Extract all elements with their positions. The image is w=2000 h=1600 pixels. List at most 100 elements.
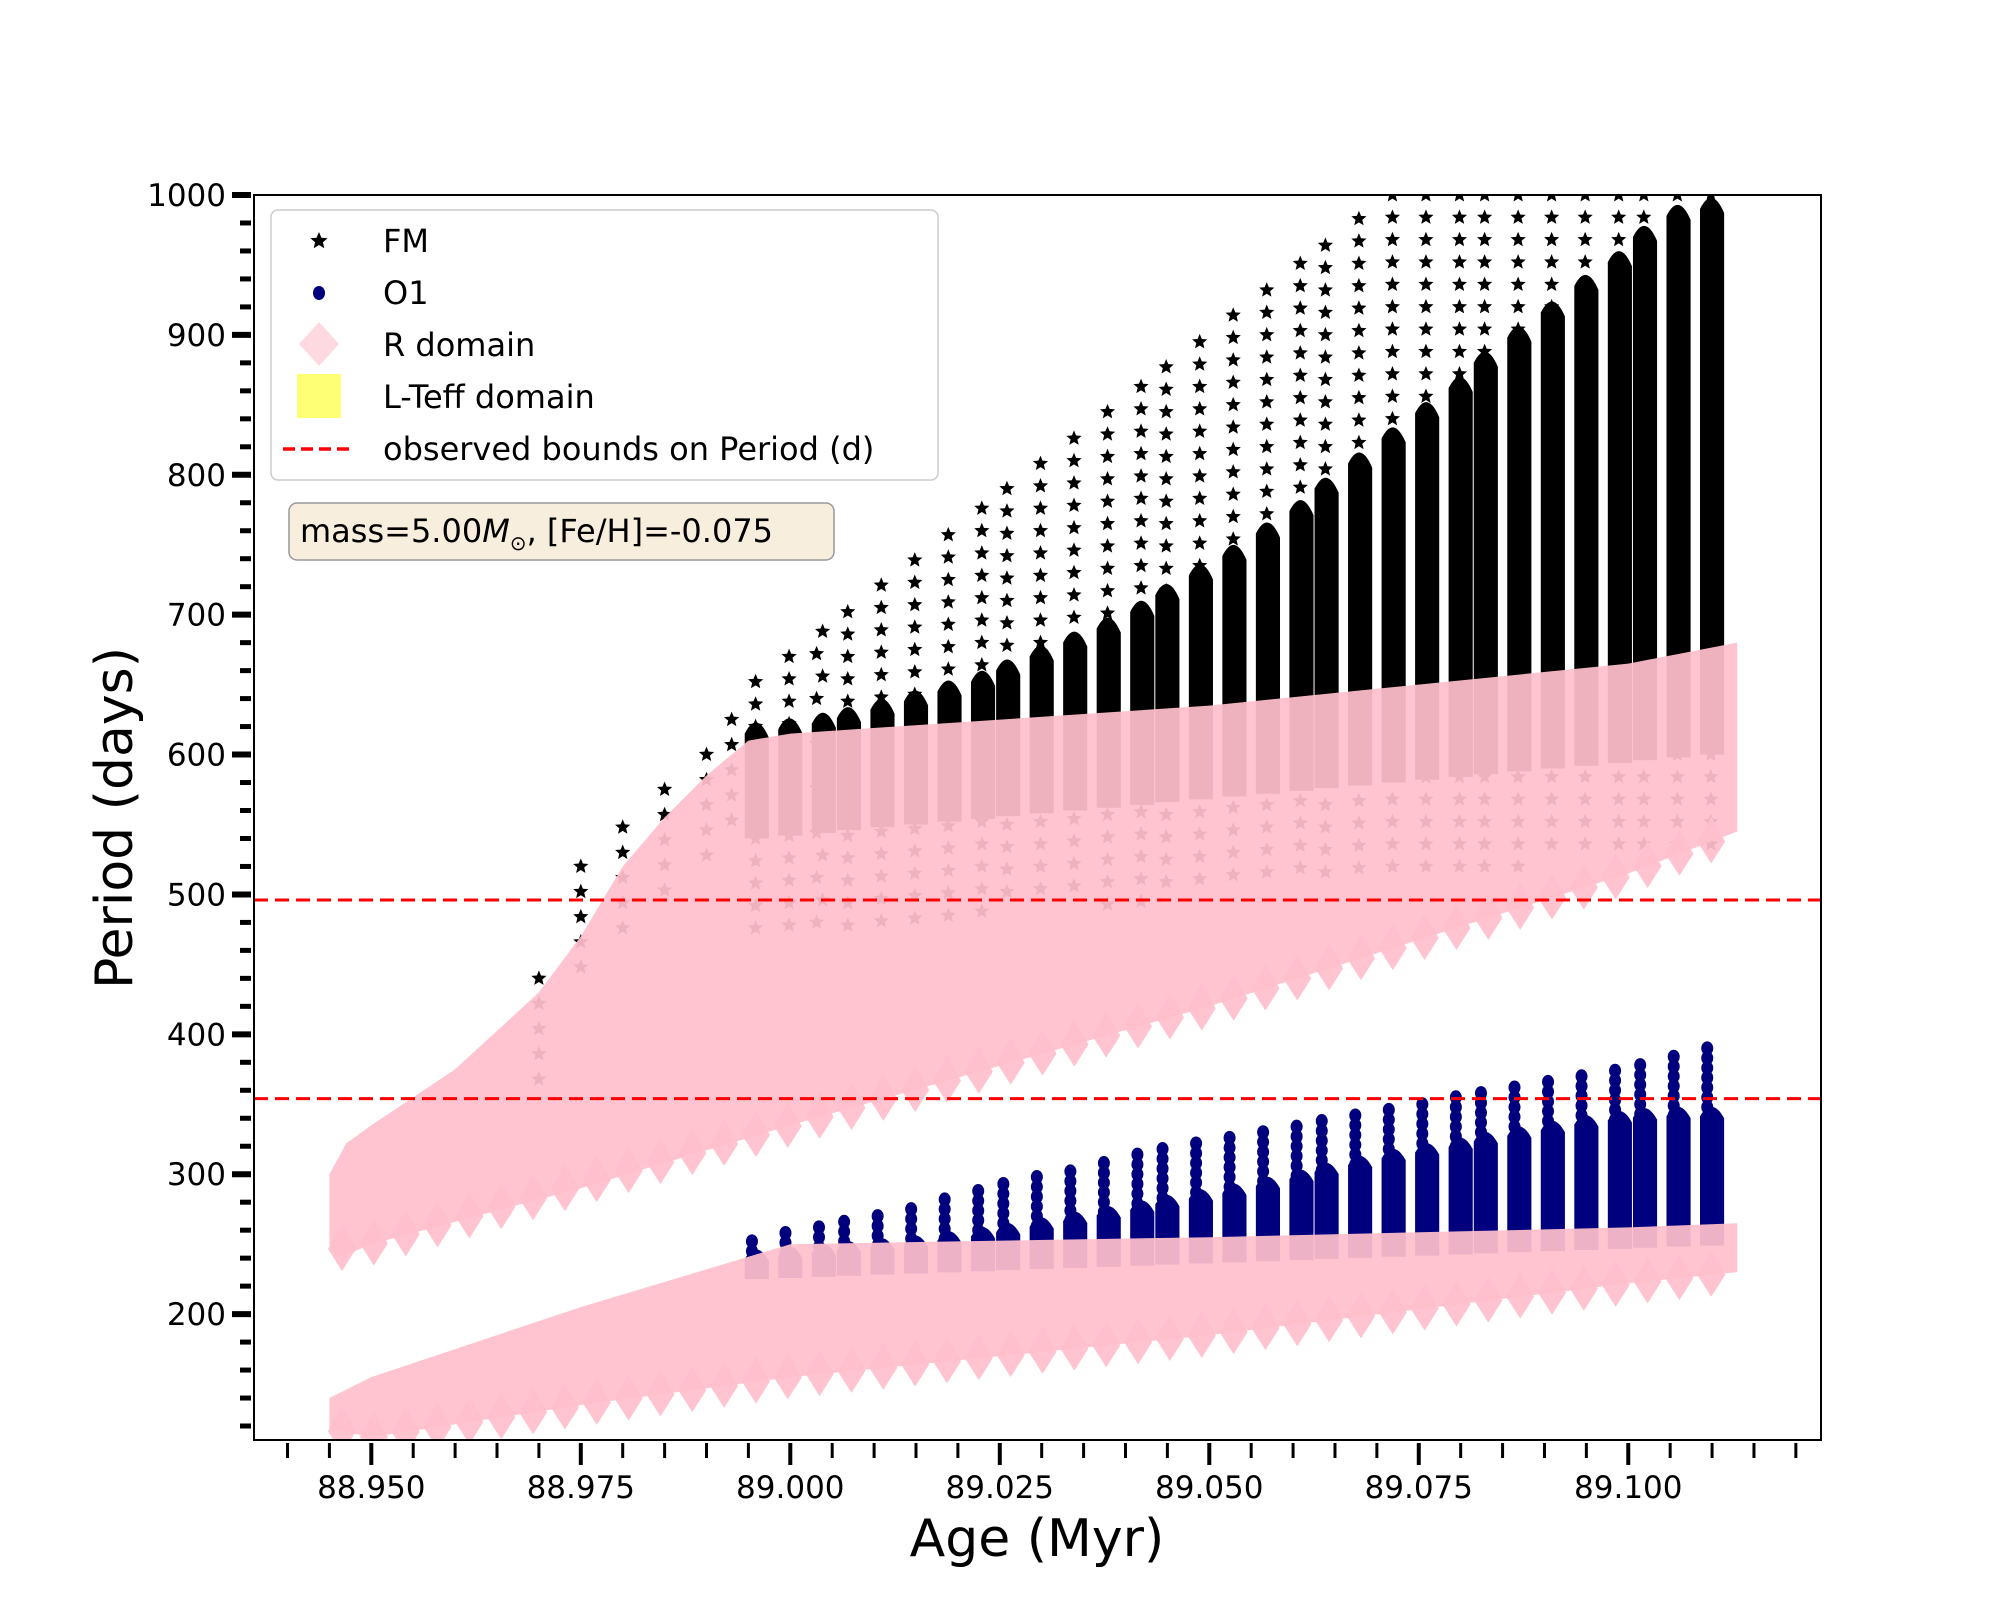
fm-star-point bbox=[1259, 617, 1275, 633]
fm-star-point bbox=[974, 679, 990, 694]
fm-star-point bbox=[1066, 587, 1082, 602]
fm-star-point bbox=[1418, 477, 1434, 493]
fm-star-point bbox=[1158, 672, 1174, 687]
fm-star-point bbox=[1477, 231, 1493, 247]
y-tick-label: 1000 bbox=[147, 178, 226, 214]
o1-point bbox=[1609, 1102, 1622, 1117]
fm-star-point bbox=[1133, 378, 1149, 394]
fm-star-point bbox=[1611, 410, 1627, 426]
legend-star-icon bbox=[310, 232, 328, 249]
r-domain-diamond bbox=[1697, 816, 1726, 864]
fm-star-point bbox=[1577, 209, 1593, 224]
observed-bounds bbox=[254, 898, 1821, 1101]
fm-star-point bbox=[940, 594, 956, 609]
fm-star-point bbox=[1292, 568, 1308, 584]
fm-star-point bbox=[1510, 567, 1526, 582]
fm-star-point bbox=[1421, 195, 1431, 202]
fm-star-point bbox=[808, 645, 825, 661]
o1-point bbox=[1131, 1216, 1144, 1231]
fm-star-point bbox=[1451, 612, 1468, 627]
y-tick-label: 600 bbox=[167, 738, 226, 774]
fm-star-point bbox=[1418, 388, 1434, 403]
fm-star-point bbox=[1669, 410, 1685, 426]
fm-star-point bbox=[1133, 669, 1149, 685]
o1-point bbox=[997, 1225, 1010, 1240]
fm-star-point bbox=[1225, 575, 1241, 591]
o1-point bbox=[1575, 1118, 1588, 1133]
o1-point bbox=[1667, 1079, 1680, 1094]
r-domain-diamond bbox=[1506, 882, 1535, 930]
fm-star-point bbox=[1703, 612, 1719, 627]
fm-star-point bbox=[1292, 456, 1308, 472]
o1-point bbox=[1030, 1170, 1043, 1185]
fm-star-point bbox=[1384, 477, 1401, 493]
fm-star-point bbox=[1611, 388, 1627, 403]
fm-star-point bbox=[907, 596, 923, 612]
o1-point bbox=[1223, 1140, 1236, 1155]
fm-star-point bbox=[1510, 298, 1526, 314]
fm-star-point bbox=[999, 503, 1015, 518]
o1-point bbox=[972, 1193, 985, 1208]
o1-point bbox=[1315, 1153, 1328, 1168]
fm-star-point bbox=[1636, 388, 1652, 403]
fm-star-point bbox=[1577, 298, 1593, 314]
fm-star-point bbox=[1066, 475, 1082, 490]
fm-star-point bbox=[1418, 298, 1434, 314]
fm-star-point bbox=[1636, 500, 1652, 515]
o1-point bbox=[1064, 1164, 1077, 1179]
r-domain-diamond bbox=[1124, 1001, 1153, 1049]
o1-point bbox=[812, 1220, 825, 1235]
fm-star-point bbox=[1225, 396, 1241, 412]
fm-star-point bbox=[1317, 528, 1333, 543]
fm-star-point bbox=[1544, 254, 1560, 269]
fm-star-point bbox=[1544, 276, 1560, 292]
fm-star-point bbox=[1477, 343, 1493, 359]
r-domain-diamond bbox=[359, 1411, 388, 1440]
fm-star-point bbox=[1317, 595, 1333, 610]
x-tick-label: 89.075 bbox=[1365, 1470, 1473, 1506]
o1-point bbox=[1223, 1130, 1236, 1145]
fm-star-point bbox=[1158, 359, 1174, 374]
fm-star-point bbox=[781, 715, 797, 731]
o1-point bbox=[1701, 1109, 1714, 1124]
fm-star-point bbox=[1418, 321, 1434, 336]
r-domain-diamond bbox=[741, 1356, 770, 1404]
fm-star-point bbox=[999, 547, 1015, 563]
o1-point bbox=[1575, 1098, 1588, 1113]
fm-star-point bbox=[1577, 231, 1593, 247]
y-tick-label: 200 bbox=[167, 1297, 226, 1333]
o1-point bbox=[1449, 1139, 1462, 1154]
o1-point bbox=[1223, 1189, 1236, 1204]
fm-star-point bbox=[1292, 479, 1308, 494]
r-domain-diamond bbox=[391, 1406, 420, 1440]
fm-star-point bbox=[1611, 455, 1627, 471]
r-domain-diamond bbox=[1442, 902, 1471, 950]
o1-point bbox=[938, 1221, 951, 1236]
fm-star-point bbox=[1192, 580, 1208, 595]
o1-point bbox=[997, 1186, 1010, 1201]
fm-star-point bbox=[907, 552, 923, 567]
fm-star-point bbox=[1611, 545, 1627, 560]
r-domain-diamond bbox=[1665, 828, 1694, 876]
r-domain-diamond bbox=[1028, 1326, 1057, 1374]
fm-star-point bbox=[1544, 321, 1560, 336]
fm-star-point bbox=[1510, 657, 1526, 672]
fm-star-point bbox=[1133, 691, 1149, 707]
fm-star-point bbox=[1099, 403, 1116, 419]
o1-point bbox=[1349, 1147, 1362, 1162]
fm-star-point bbox=[1317, 371, 1333, 387]
x-tick-label: 89.025 bbox=[946, 1470, 1054, 1506]
o1-point bbox=[1508, 1080, 1521, 1095]
o1-point bbox=[1030, 1179, 1043, 1194]
fm-star-point bbox=[1225, 643, 1241, 658]
fm-star-point bbox=[1611, 433, 1627, 448]
fm-star-point bbox=[1292, 367, 1308, 382]
fm-star-point bbox=[1577, 254, 1593, 269]
fm-star-point bbox=[1259, 573, 1275, 588]
fm-star-point bbox=[1703, 366, 1719, 381]
r-domain-diamond bbox=[1569, 862, 1598, 910]
fm-star-point bbox=[1292, 636, 1308, 651]
fm-star-point bbox=[1259, 282, 1275, 297]
fm-star-point bbox=[1133, 401, 1149, 416]
fm-star-point bbox=[1611, 209, 1627, 224]
